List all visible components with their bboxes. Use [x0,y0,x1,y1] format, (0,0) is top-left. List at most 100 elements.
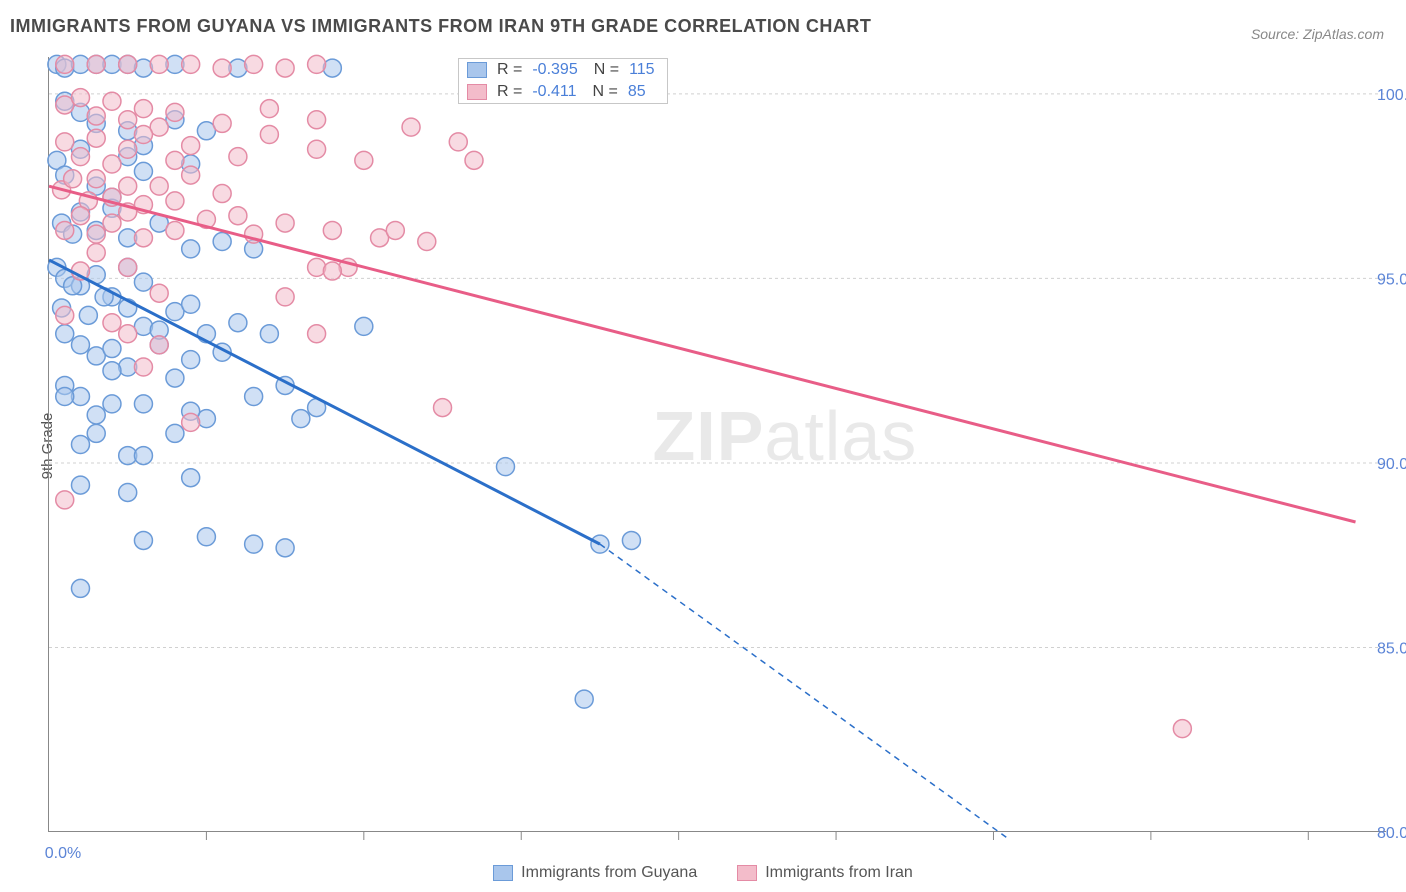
data-point [465,151,483,169]
data-point [103,362,121,380]
data-point [355,151,373,169]
data-point [276,59,294,77]
data-point [56,325,74,343]
data-point [134,100,152,118]
data-point [213,185,231,203]
data-point [182,137,200,155]
data-point [150,336,168,354]
data-point [71,207,89,225]
data-point [150,284,168,302]
data-point [245,55,263,73]
data-point [134,273,152,291]
y-tick-label: 100.0% [1377,87,1406,104]
data-point [134,126,152,144]
data-point [308,140,326,158]
source-attribution: Source: ZipAtlas.com [1251,26,1384,42]
data-point [134,229,152,247]
data-point [166,103,184,121]
legend-item-iran: Immigrants from Iran [737,864,913,882]
data-point [87,55,105,73]
data-point [87,244,105,262]
legend-item-guyana: Immigrants from Guyana [493,864,697,882]
data-point [103,214,121,232]
data-point [56,133,74,151]
data-point [1173,720,1191,738]
data-point [119,483,137,501]
data-point [134,531,152,549]
data-point [150,177,168,195]
data-point [103,155,121,173]
data-point [56,306,74,324]
data-point [276,288,294,306]
y-tick-label: 95.0% [1377,271,1406,288]
data-point [622,531,640,549]
data-point [71,476,89,494]
data-point [119,111,137,129]
data-point [87,225,105,243]
data-point [103,92,121,110]
watermark: ZIPatlas [653,397,918,475]
data-point [166,424,184,442]
data-point [103,340,121,358]
data-point [79,306,97,324]
data-point [418,233,436,251]
data-point [276,539,294,557]
data-point [71,436,89,454]
data-point [134,162,152,180]
data-point [323,221,341,239]
data-point [292,410,310,428]
data-point [245,388,263,406]
swatch-iran [737,865,757,881]
data-point [308,325,326,343]
data-point [71,148,89,166]
data-point [182,166,200,184]
data-point [64,170,82,188]
data-point [182,295,200,313]
data-point [103,314,121,332]
legend-label: Immigrants from Iran [765,864,913,882]
data-point [119,325,137,343]
data-point [56,491,74,509]
data-point [87,424,105,442]
data-point [229,148,247,166]
data-point [182,469,200,487]
data-point [260,126,278,144]
data-point [166,192,184,210]
data-point [56,388,74,406]
data-point [308,55,326,73]
data-point [260,325,278,343]
data-point [134,59,152,77]
data-point [213,114,231,132]
data-point [134,447,152,465]
data-point [119,140,137,158]
data-point [197,528,215,546]
chart-title: IMMIGRANTS FROM GUYANA VS IMMIGRANTS FRO… [10,16,871,37]
legend-correlation: R =-0.395N =115R =-0.411N =85 [458,58,668,104]
legend-row: R =-0.411N =85 [459,81,667,103]
data-point [87,107,105,125]
legend-label: Immigrants from Guyana [521,864,697,882]
data-point [71,336,89,354]
y-tick-label: 85.0% [1377,640,1406,657]
x-tick-label: 0.0% [45,845,81,862]
data-point [229,207,247,225]
data-point [166,369,184,387]
swatch-guyana [493,865,513,881]
data-point [386,221,404,239]
data-point [87,129,105,147]
data-point [56,55,74,73]
data-point [449,133,467,151]
data-point [182,240,200,258]
data-point [119,258,137,276]
data-point [276,214,294,232]
data-point [150,55,168,73]
data-point [87,406,105,424]
scatter-chart: 80.0%85.0%90.0%95.0%100.0%0.0%ZIPatlas [49,57,1386,831]
y-tick-label: 80.0% [1377,825,1406,842]
data-point [182,351,200,369]
data-point [496,458,514,476]
data-point [308,258,326,276]
legend-swatch [467,62,487,78]
data-point [308,111,326,129]
data-point [323,262,341,280]
